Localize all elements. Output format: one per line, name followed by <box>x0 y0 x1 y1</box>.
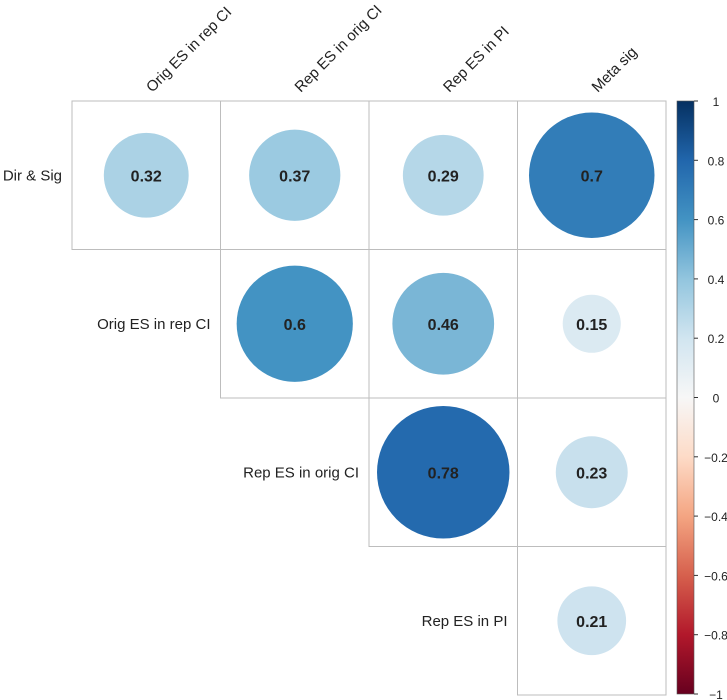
correlation-values: 0.32 0.37 0.29 0.7 0.6 0.46 0.15 0.78 0.23 0.21 <box>131 168 608 631</box>
value-label-rep-es-in-orig-ci--meta-sig: 0.23 <box>576 465 607 482</box>
column-label-meta-sig: Meta sig <box>589 44 641 96</box>
correlation-circle-dir-and-sig--rep-es-in-pi <box>402 134 484 216</box>
correlation-circle-orig-es-in-rep-ci--rep-es-in-orig-ci <box>236 265 353 382</box>
colorbar-tick-label-2: 0.6 <box>708 214 725 228</box>
row-label-rep-es-in-orig-ci: Rep ES in orig CI <box>243 464 359 481</box>
cell-box-9 <box>517 546 667 696</box>
value-label-dir-and-sig--orig-es-in-rep-ci: 0.32 <box>131 168 162 185</box>
colorbar-gradient <box>676 100 695 695</box>
colorbar-tick-label-0: 1 <box>713 95 720 109</box>
colorbar-tick-label-3: 0.4 <box>708 273 725 287</box>
colorbar-tick-label-10: −1 <box>709 688 723 700</box>
value-label-orig-es-in-rep-ci--rep-es-in-pi: 0.46 <box>428 317 459 334</box>
colorbar-tick-label-1: 0.8 <box>708 154 725 168</box>
value-label-dir-and-sig--meta-sig: 0.7 <box>581 168 603 185</box>
correlation-circle-orig-es-in-rep-ci--meta-sig <box>562 294 621 353</box>
correlation-circle-dir-and-sig--orig-es-in-rep-ci <box>103 132 189 218</box>
column-label-rep-es-in-orig-ci: Rep ES in orig CI <box>292 2 386 96</box>
correlation-circle-dir-and-sig--meta-sig <box>529 112 655 238</box>
column-label-rep-es-in-pi: Rep ES in PI <box>440 23 513 96</box>
column-label-orig-es-in-rep-ci: Orig ES in rep CI <box>143 4 235 96</box>
column-labels: Orig ES in rep CI Rep ES in orig CI Rep ES… <box>143 2 641 96</box>
correlation-circles <box>103 112 655 656</box>
correlation-circle-orig-es-in-rep-ci--rep-es-in-pi <box>392 272 495 375</box>
row-labels: Dir & Sig Orig ES in rep CI Rep ES in orig… <box>3 167 508 630</box>
colorbar-tick-label-7: −0.4 <box>704 510 727 524</box>
colorbar: 1 0.8 0.6 0.4 0.2 0 −0.2 −0.4 −0.6 −0.8 −1 <box>676 95 727 700</box>
correlation-circle-rep-es-in-orig-ci--rep-es-in-pi <box>377 406 510 539</box>
value-label-rep-es-in-pi--meta-sig: 0.21 <box>576 614 607 631</box>
colorbar-tick-label-9: −0.8 <box>704 629 727 643</box>
row-label-orig-es-in-rep-ci: Orig ES in rep CI <box>97 316 210 333</box>
value-label-dir-and-sig--rep-es-in-orig-ci: 0.37 <box>279 168 310 185</box>
correlation-circle-rep-es-in-pi--meta-sig <box>557 586 627 656</box>
matrix-grid <box>71 100 667 696</box>
correlation-circle-rep-es-in-orig-ci--meta-sig <box>555 436 628 509</box>
colorbar-tick-label-4: 0.2 <box>708 332 725 346</box>
value-label-orig-es-in-rep-ci--rep-es-in-orig-ci: 0.6 <box>284 317 306 334</box>
value-label-orig-es-in-rep-ci--meta-sig: 0.15 <box>576 317 607 334</box>
colorbar-tick-label-5: 0 <box>713 392 720 406</box>
colorbar-tick-label-8: −0.6 <box>704 569 727 583</box>
correlation-circle-dir-and-sig--rep-es-in-orig-ci <box>249 129 341 221</box>
value-label-rep-es-in-orig-ci--rep-es-in-pi: 0.78 <box>428 465 459 482</box>
value-label-dir-and-sig--rep-es-in-pi: 0.29 <box>428 168 459 185</box>
row-label-dir-and-sig: Dir & Sig <box>3 167 62 184</box>
row-label-rep-es-in-pi: Rep ES in PI <box>422 613 508 630</box>
colorbar-tick-label-6: −0.2 <box>704 451 727 465</box>
